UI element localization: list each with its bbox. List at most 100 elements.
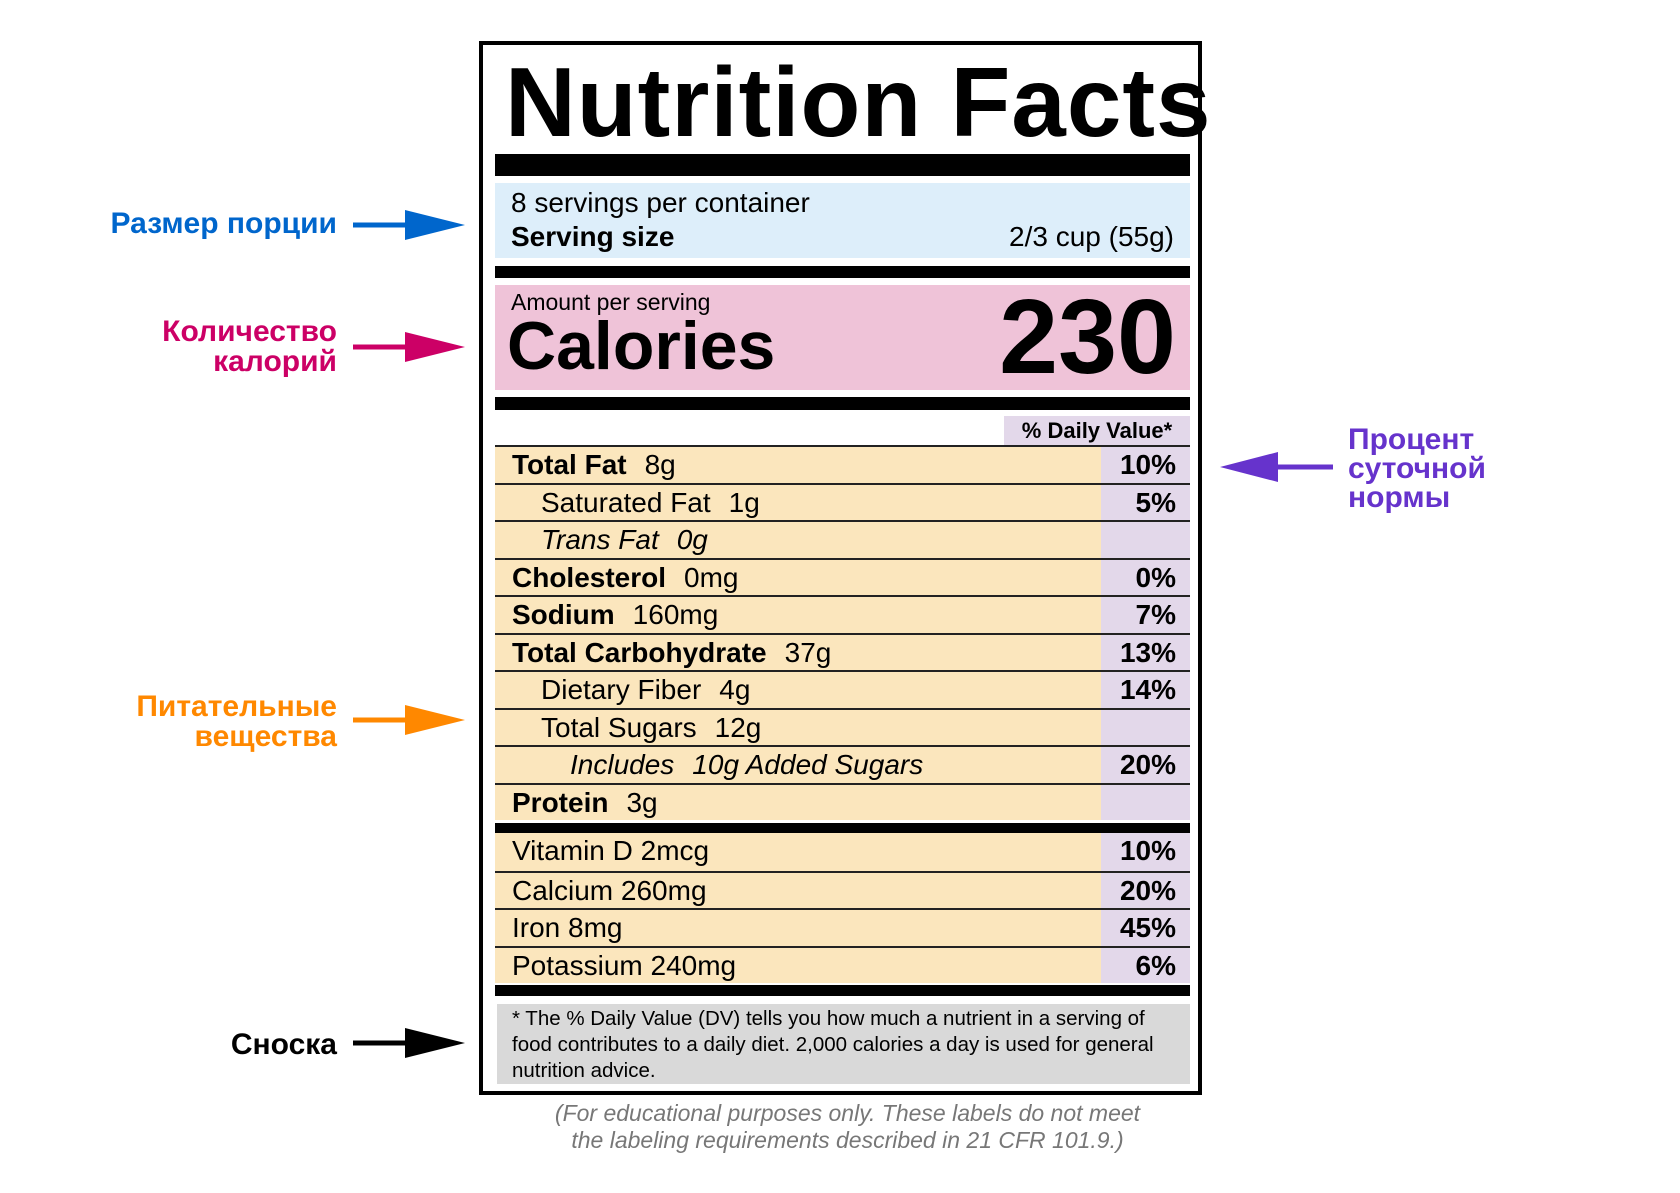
vitamin-daily-value: 6% <box>1101 947 1190 983</box>
vitamin-name: Iron 8mg <box>512 912 623 943</box>
vitamin-daily-value: 45% <box>1101 910 1190 946</box>
footnote: * The % Daily Value (DV) tells you how m… <box>497 1004 1190 1084</box>
annotation-line: суточной <box>1348 452 1486 485</box>
nutrient-name: Cholesterol 0mg <box>512 560 739 595</box>
nutrient-daily-value: 7% <box>1101 597 1190 633</box>
nutrient-row: Total Sugars 12g <box>495 707 1190 745</box>
divider <box>495 266 1190 278</box>
arrow-right-icon <box>353 332 465 362</box>
annotation-serving: Размер порции <box>110 207 337 240</box>
nutrient-label: Total Carbohydrate <box>512 636 767 668</box>
nutrient-name: Protein 3g <box>512 785 658 820</box>
nutrient-daily-value: 20% <box>1101 747 1190 783</box>
nutrient-label: Cholesterol <box>512 561 667 593</box>
arrow-left-icon <box>1220 452 1333 482</box>
annotation-line: Количество <box>162 315 337 348</box>
nutrient-daily-value: 5% <box>1101 484 1190 520</box>
vitamin-list: Vitamin D 2mcg 10% Calcium 260mg 20% Iron 8m… <box>495 833 1190 983</box>
divider-thick <box>495 823 1190 835</box>
vitamin-name: Potassium 240mg <box>512 949 737 981</box>
serving-size-value: 2/3 cup (55g) <box>1009 221 1174 252</box>
vitamin-row: Calcium 260mg 20% <box>495 870 1190 908</box>
annotation-line: Процент <box>1348 423 1475 456</box>
nutrient-name: Dietary Fiber 4g <box>541 672 750 707</box>
nutrient-amount: 3g <box>626 786 658 818</box>
calories-section: Amount per serving Calories 230 <box>495 278 1190 396</box>
nutrient-amount: 10g Added Sugars <box>692 749 924 780</box>
nutrient-amount: 160mg <box>632 599 719 630</box>
nutrient-daily-value: 14% <box>1101 672 1190 708</box>
nutrient-amount: 0mg <box>684 561 739 593</box>
nutrient-daily-value <box>1101 709 1190 745</box>
nutrient-amount: 0g <box>676 524 708 555</box>
serving-size-label: Serving size <box>511 221 675 252</box>
vitamin-row: Iron 8mg 45% <box>495 908 1190 946</box>
nutrient-name: Includes 10g Added Sugars <box>570 747 923 782</box>
nutrient-label: Sodium <box>512 599 615 630</box>
vitamin-daily-value: 10% <box>1101 833 1190 871</box>
nutrient-label: Total Sugars <box>541 711 697 743</box>
disclaimer-caption: (For educational purposes only. These la… <box>480 1100 1215 1154</box>
nutrient-row: Total Carbohydrate 37g 13% <box>495 632 1190 670</box>
annotation-daily-value: Процент суточной нормы <box>1348 423 1486 514</box>
daily-value-header: % Daily Value* <box>1004 416 1190 445</box>
nutrient-daily-value: 10% <box>1101 447 1190 483</box>
calories-label: Calories <box>507 308 776 384</box>
nutrient-amount: 37g <box>784 636 832 668</box>
vitamin-row: Vitamin D 2mcg 10% <box>495 833 1190 871</box>
nutrient-label: Saturated Fat <box>541 486 711 518</box>
nutrient-name: Total Carbohydrate 37g <box>512 635 831 670</box>
annotation-line: вещества <box>194 720 337 753</box>
annotation-footnote: Сноска <box>230 1028 337 1061</box>
annotation-nutrients: Питательные вещества <box>136 692 337 752</box>
nutrient-amount: 4g <box>719 674 751 705</box>
nutrient-row: Protein 3g <box>495 782 1190 820</box>
annotation-line: калорий <box>213 345 337 378</box>
serving-section: 8 servings per container Serving size 2/… <box>495 183 1190 258</box>
nutrient-row: Includes 10g Added Sugars 20% <box>495 745 1190 783</box>
nutrient-label: Total Fat <box>512 449 627 480</box>
vitamin-daily-value: 20% <box>1101 872 1190 908</box>
nutrient-amount: 12g <box>714 711 762 743</box>
nutrient-daily-value: 0% <box>1101 559 1190 595</box>
caption-line: the labeling requirements described in 2… <box>571 1127 1124 1153</box>
nutrient-daily-value <box>1101 784 1190 820</box>
nutrient-name: Total Fat 8g <box>512 447 676 482</box>
arrow-right-icon <box>353 210 465 240</box>
nutrient-daily-value: 13% <box>1101 634 1190 670</box>
nutrient-label: Dietary Fiber <box>541 674 702 705</box>
nutrient-row: Cholesterol 0mg 0% <box>495 557 1190 595</box>
annotation-line: нормы <box>1348 481 1451 514</box>
nutrient-row: Total Fat 8g 10% <box>495 445 1190 483</box>
annotation-line: Питательные <box>136 690 337 723</box>
nutrient-list: Total Fat 8g 10% Saturated Fat 1g 5% Trans Fat… <box>495 445 1190 820</box>
nutrient-amount: 8g <box>644 449 676 480</box>
nutrient-row: Saturated Fat 1g 5% <box>495 482 1190 520</box>
divider-thick <box>495 154 1190 176</box>
divider <box>495 397 1190 410</box>
nutrient-name: Trans Fat 0g <box>541 522 708 557</box>
arrow-right-icon <box>353 1028 465 1058</box>
vitamin-name: Calcium 260mg <box>512 874 707 906</box>
nutrition-label-frame <box>479 41 1202 1095</box>
vitamin-row: Potassium 240mg 6% <box>495 945 1190 983</box>
arrow-right-icon <box>353 705 465 735</box>
nutrient-row: Sodium 160mg 7% <box>495 595 1190 633</box>
caption-line: (For educational purposes only. These la… <box>554 1100 1141 1126</box>
nutrient-label: Includes <box>570 749 675 780</box>
nutrient-label: Protein <box>512 786 609 818</box>
nutrient-daily-value <box>1101 522 1190 558</box>
nutrient-row: Trans Fat 0g <box>495 520 1190 558</box>
calories-value: 230 <box>999 278 1176 396</box>
vitamin-name: Vitamin D 2mcg <box>512 835 710 866</box>
nutrient-name: Sodium 160mg <box>512 597 718 632</box>
servings-per-container: 8 servings per container <box>511 187 810 218</box>
nutrient-label: Trans Fat <box>541 524 659 555</box>
annotation-calories: Количество калорий <box>162 317 337 377</box>
amount-per-serving: Amount per serving <box>511 289 711 315</box>
nutrient-amount: 1g <box>728 486 760 518</box>
label-title: Nutrition Facts <box>505 47 1212 157</box>
nutrient-name: Total Sugars 12g <box>541 710 761 745</box>
nutrient-row: Dietary Fiber 4g 14% <box>495 670 1190 708</box>
divider-thick <box>495 985 1190 996</box>
